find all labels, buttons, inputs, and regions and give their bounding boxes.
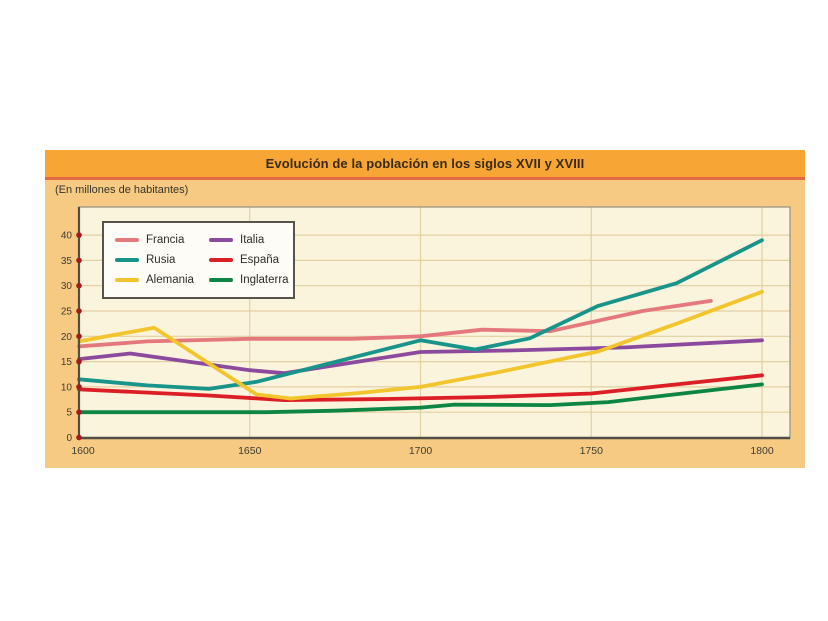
units-note: (En millones de habitantes)	[55, 184, 189, 196]
x-tick-label: 1600	[71, 445, 95, 457]
legend-label: Italia	[240, 234, 265, 246]
y-tick-label: 25	[61, 307, 73, 318]
y-tick-label: 35	[61, 256, 73, 267]
x-tick-label: 1800	[750, 445, 774, 457]
y-tick-label: 40	[61, 231, 73, 242]
series-line-españa	[77, 373, 764, 403]
legend-item-italia: Italia	[209, 234, 289, 246]
y-tick-dot	[76, 434, 82, 441]
series-line-rusia	[77, 238, 764, 391]
legend-item-francia: Francia	[115, 234, 209, 246]
line-chart: 0 5 10 15 20 25 30 35 40 1600 1650 1700 1750 1800	[61, 206, 791, 457]
y-tick-label: 0	[66, 433, 72, 444]
legend-item-españa: España	[209, 254, 289, 266]
x-tick-label: 1750	[580, 445, 604, 457]
y-tick-label: 5	[66, 408, 72, 419]
x-tick-label: 1700	[409, 445, 433, 457]
series-line-francia	[77, 298, 713, 349]
legend: Francia Rusia Alemania Italia España Inglater…	[102, 221, 295, 299]
legend-swatch-inglaterra	[209, 278, 233, 282]
legend-item-alemania: Alemania	[115, 274, 209, 286]
legend-swatch-italia	[209, 238, 233, 242]
y-tick-dot	[76, 384, 82, 390]
legend-item-inglaterra: Inglaterra	[209, 274, 289, 286]
y-tick-dot	[76, 282, 82, 289]
y-tick-label: 30	[61, 281, 73, 292]
legend-label: Francia	[146, 234, 185, 246]
chart-title-bar: Evolución de la población en los siglos …	[45, 150, 805, 177]
y-tick-dot	[76, 232, 82, 238]
y-tick-dot	[76, 257, 82, 264]
legend-label: España	[240, 254, 280, 266]
y-tick-dot	[76, 409, 82, 416]
y-tick-dot	[76, 358, 82, 365]
legend-swatch-alemania	[115, 278, 139, 282]
legend-swatch-francia	[115, 238, 139, 242]
series-line-alemania	[77, 289, 764, 401]
y-tick-dot	[76, 333, 82, 340]
legend-item-rusia: Rusia	[115, 254, 209, 266]
population-chart-panel: Evolución de la población en los siglos …	[45, 150, 805, 468]
legend-label: Inglaterra	[240, 274, 289, 286]
legend-label: Rusia	[146, 254, 176, 266]
x-tick-label: 1650	[238, 445, 262, 457]
y-tick-dot	[76, 308, 82, 314]
y-tick-label: 15	[61, 357, 73, 368]
title-divider	[45, 177, 805, 180]
y-tick-label: 20	[61, 332, 73, 343]
legend-swatch-españa	[209, 258, 233, 262]
y-tick-label: 10	[61, 382, 73, 393]
series-line-inglaterra	[77, 382, 764, 415]
legend-label: Alemania	[146, 274, 194, 286]
legend-swatch-rusia	[115, 258, 139, 262]
chart-title: Evolución de la población en los siglos …	[265, 156, 585, 171]
